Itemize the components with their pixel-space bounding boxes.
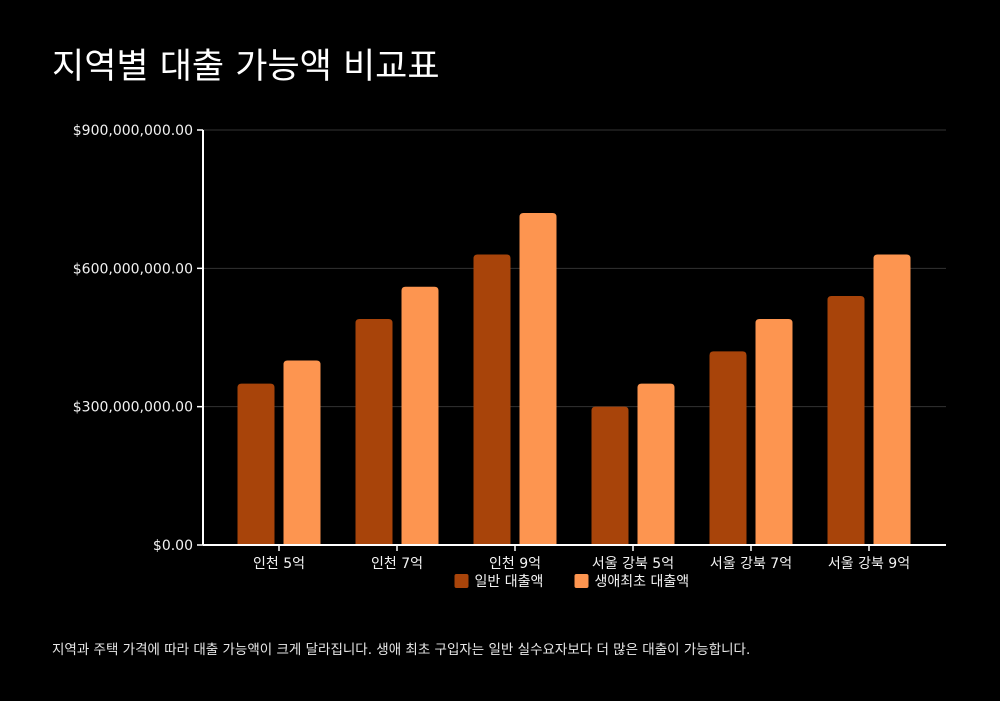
bar-general — [709, 351, 747, 545]
legend-label: 생애최초 대출액 — [595, 574, 690, 590]
axes: $0.00 $300,000,000.00 $600,000,000.00 $900,… — [73, 123, 946, 572]
bar-first-time — [401, 286, 439, 545]
x-tick-label: 인천 5억 — [253, 556, 305, 572]
chart-title: 지역별 대출 가능액 비교표 — [52, 47, 440, 87]
bar-first-time — [283, 360, 321, 545]
bar-general — [473, 254, 511, 545]
y-tick-label: $900,000,000.00 — [73, 123, 193, 139]
bar-general — [237, 383, 275, 545]
bar-general — [591, 406, 629, 545]
x-tick-label: 서울 강북 7억 — [710, 556, 792, 572]
bar-general — [355, 319, 393, 545]
y-tick-label: $600,000,000.00 — [73, 261, 193, 277]
chart-caption: 지역과 주택 가격에 따라 대출 가능액이 크게 달라집니다. 생애 최초 구입… — [52, 642, 751, 658]
legend-label: 일반 대출액 — [475, 574, 544, 590]
bar-first-time — [637, 383, 675, 545]
x-tick-label: 인천 9억 — [489, 556, 541, 572]
bar-first-time — [519, 213, 557, 545]
x-tick-label: 서울 강북 9억 — [828, 556, 910, 572]
y-tick-label: $300,000,000.00 — [73, 400, 193, 416]
x-tick-label: 인천 7억 — [371, 556, 423, 572]
legend: 일반 대출액 생애최초 대출액 — [454, 574, 690, 590]
bar-first-time — [755, 319, 793, 545]
grid-lines — [203, 129, 946, 408]
bar-general — [827, 296, 865, 545]
legend-swatch — [454, 574, 469, 588]
bar-first-time — [873, 254, 911, 545]
legend-swatch — [574, 574, 589, 588]
y-tick-label: $0.00 — [153, 538, 193, 554]
bars — [237, 213, 911, 545]
x-tick-label: 서울 강북 5억 — [592, 556, 674, 572]
